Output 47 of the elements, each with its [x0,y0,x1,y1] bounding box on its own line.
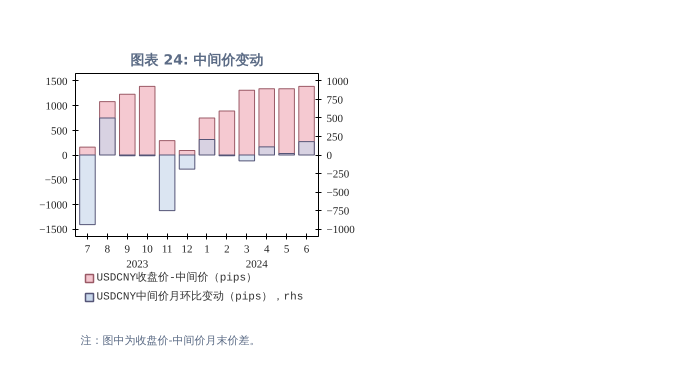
y-tick-label: 500 [51,125,68,138]
x-tick-label: 10 [142,244,154,256]
legend-label: USDCNY收盘价-中间价（pips） [96,270,258,284]
y2-tick-label: −500 [326,187,350,200]
y2-tick-label: 500 [326,112,344,125]
bar [79,146,96,156]
text: 2023 [126,258,149,270]
text: 2024 [246,258,268,270]
bar [298,141,315,156]
x-tick-label: 3 [244,244,250,256]
y-tick-label: −1000 [39,199,68,212]
x-tick-label: 2 [224,244,230,256]
y-tick-label: 0 [62,150,68,162]
bar [198,117,216,156]
bar [158,140,176,156]
text: 注：图中为收盘价-中间价月末价差。 [80,334,260,347]
y2-tick-label: −250 [326,168,350,181]
y2-tick-label: 250 [326,131,344,144]
y2-tick-label: −750 [326,206,350,218]
x-tick-label: 12 [182,244,193,256]
y-tick-label: −500 [44,174,68,187]
x-tick-label: 5 [284,244,290,256]
legend-label: USDCNY中间价月环比变动（pips），rhs [96,290,304,304]
x-tick-label: 11 [162,244,172,256]
x-tick-label: 1 [204,244,210,256]
chart-title: 图表 24: 中间价变动 [130,52,264,68]
bar [238,154,256,162]
bar [258,88,275,156]
bar [218,110,236,156]
x-tick-label: 6 [304,244,310,256]
bar [278,88,295,156]
x-tick-label: 8 [104,244,111,256]
x-tick-label: 9 [124,244,131,256]
y-tick-label: 1000 [46,100,68,113]
bar [99,101,116,156]
y2-tick-label: −1000 [326,224,356,236]
y-tick-label: −1500 [39,224,68,236]
bar [258,146,275,156]
y2-tick-label: 750 [326,94,344,106]
y2-tick-label: 1000 [326,76,349,88]
x-tick-label: 4 [264,244,270,256]
y2-tick-label: 0 [326,150,332,162]
bar [298,86,315,156]
x-tick-label: 7 [84,244,91,256]
y-tick-label: 1500 [46,76,68,88]
bar [119,94,136,156]
bar [138,86,156,156]
